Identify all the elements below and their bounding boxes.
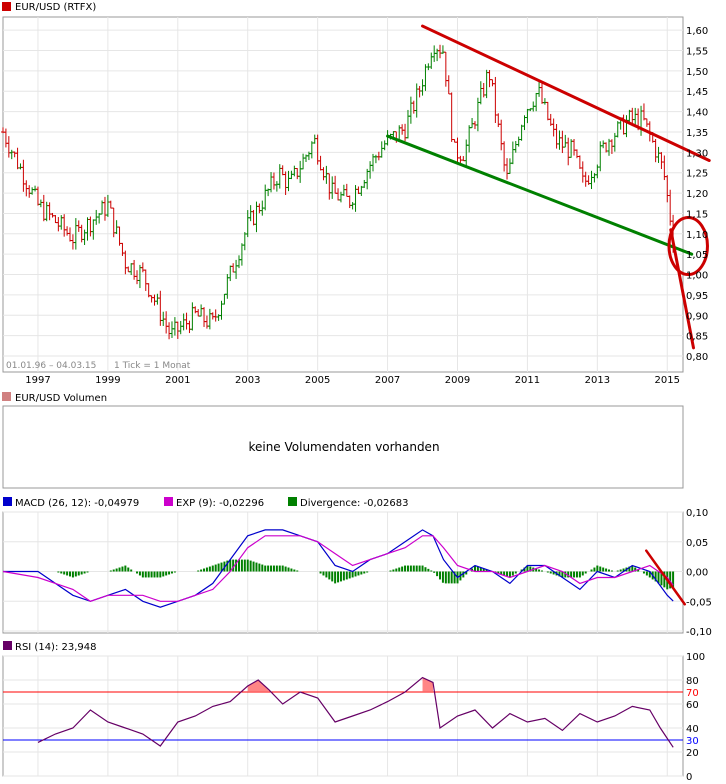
volume-panel: EUR/USD Volumen keine Volumendaten vorha… [2, 392, 684, 489]
volume-legend-label: EUR/USD Volumen [15, 393, 107, 404]
rsi-y-tick-label: 20 [686, 748, 699, 759]
rsi-y-tick-label: 80 [686, 676, 699, 687]
macd-legend-swatch [3, 497, 12, 506]
price-y-tick-label: 0,90 [686, 311, 708, 322]
price-x-tick-label: 2005 [305, 375, 330, 386]
rsi-legend-swatch [3, 641, 12, 650]
rsi-line [37, 676, 674, 748]
rsi-y-tick-label: 40 [686, 724, 699, 735]
price-y-tick-label: 0,80 [686, 352, 708, 363]
price-y-tick-label: 1,25 [686, 169, 708, 180]
price-x-tick-label: 1997 [25, 375, 50, 386]
lower-trendline [386, 134, 694, 256]
price-y-tick-label: 1,05 [686, 250, 708, 261]
price-tick-note: 1 Tick = 1 Monat [114, 361, 191, 371]
price-x-tick-label: 2011 [515, 375, 540, 386]
rsi-y-tick-label: 100 [686, 652, 705, 663]
price-annotations [386, 24, 711, 350]
price-y-tick-label: 1,40 [686, 108, 708, 119]
projection-line [669, 228, 695, 350]
divergence-legend-swatch [288, 497, 297, 506]
macd-panel: MACD (26, 12): -0,04979 EXP (9): -0,0229… [2, 497, 712, 638]
exp-line [2, 535, 674, 602]
price-x-tick-label: 2003 [235, 375, 260, 386]
rsi-y-tick-label: 60 [686, 700, 699, 711]
macd-lines [2, 529, 674, 608]
price-y-tick-label: 0,95 [686, 291, 708, 302]
price-y-tick-label: 1,60 [686, 26, 708, 37]
price-legend-label: EUR/USD (RTFX) [15, 2, 96, 13]
rsi-y-tick-label: 0 [686, 772, 692, 783]
volume-plot-frame [2, 405, 684, 489]
price-y-tick-label: 1,55 [686, 47, 708, 58]
price-y-tick-label: 1,45 [686, 87, 708, 98]
price-y-tick-label: 1,30 [686, 148, 708, 159]
price-x-tick-label: 1999 [95, 375, 120, 386]
macd-annotations [645, 549, 686, 606]
rsi-y-tick-label: 30 [686, 736, 699, 747]
macd-y-tick-label: 0,10 [686, 508, 708, 519]
price-x-tick-label: 2001 [165, 375, 190, 386]
price-y-tick-label: 1,00 [686, 271, 708, 282]
price-y-tick-label: 1,20 [686, 189, 708, 200]
rsi-lines [37, 676, 674, 748]
price-x-axis: 1997 1999 2001 2003 2005 2007 2009 2011 2013 2015 [25, 375, 680, 386]
macd-y-tick-label: -0,05 [686, 597, 712, 608]
volume-legend-swatch [2, 392, 11, 401]
price-y-tick-label: 1,50 [686, 67, 708, 78]
price-x-tick-label: 2015 [655, 375, 680, 386]
price-bars [1, 44, 676, 340]
rsi-grid [3, 655, 683, 777]
exp-legend-label: EXP (9): -0,02296 [176, 498, 264, 509]
price-range-note: 01.01.96 – 04.03.15 [6, 361, 96, 371]
volume-empty-message: keine Volumendaten vorhanden [248, 440, 439, 454]
divergence-legend-label: Divergence: -0,02683 [300, 498, 408, 509]
price-legend-swatch [2, 2, 11, 11]
rsi-overbought-fill [422, 677, 434, 692]
price-y-axis: 1,60 1,55 1,50 1,45 1,40 1,35 1,30 1,25 1,20 1,15… [686, 26, 708, 363]
rsi-y-tick-label: 70 [686, 688, 699, 699]
price-x-tick-label: 2007 [375, 375, 400, 386]
macd-y-tick-label: -0,10 [686, 627, 712, 638]
rsi-legend-label: RSI (14): 23,948 [15, 642, 97, 653]
exp-legend-swatch [164, 497, 173, 506]
price-x-tick-label: 2009 [445, 375, 470, 386]
highlight-circle [667, 216, 709, 277]
price-y-tick-label: 1,10 [686, 230, 708, 241]
price-y-tick-label: 0,85 [686, 332, 708, 343]
macd-y-axis: 0,10 0,05 0,00 -0,05 -0,10 [686, 508, 712, 638]
price-panel: 1,60 1,55 1,50 1,45 1,40 1,35 1,30 1,25 1,20 1,15… [1, 2, 711, 386]
macd-y-tick-label: 0,05 [686, 538, 708, 549]
upper-trendline [421, 24, 711, 162]
price-grid [3, 17, 683, 372]
price-x-tick-label: 2013 [585, 375, 610, 386]
price-y-tick-label: 1,15 [686, 209, 708, 220]
rsi-plot-frame [2, 655, 684, 777]
macd-trendline [645, 549, 686, 606]
price-y-tick-label: 1,35 [686, 128, 708, 139]
macd-legend-label: MACD (26, 12): -0,04979 [15, 498, 139, 509]
macd-y-tick-label: 0,00 [686, 568, 708, 579]
